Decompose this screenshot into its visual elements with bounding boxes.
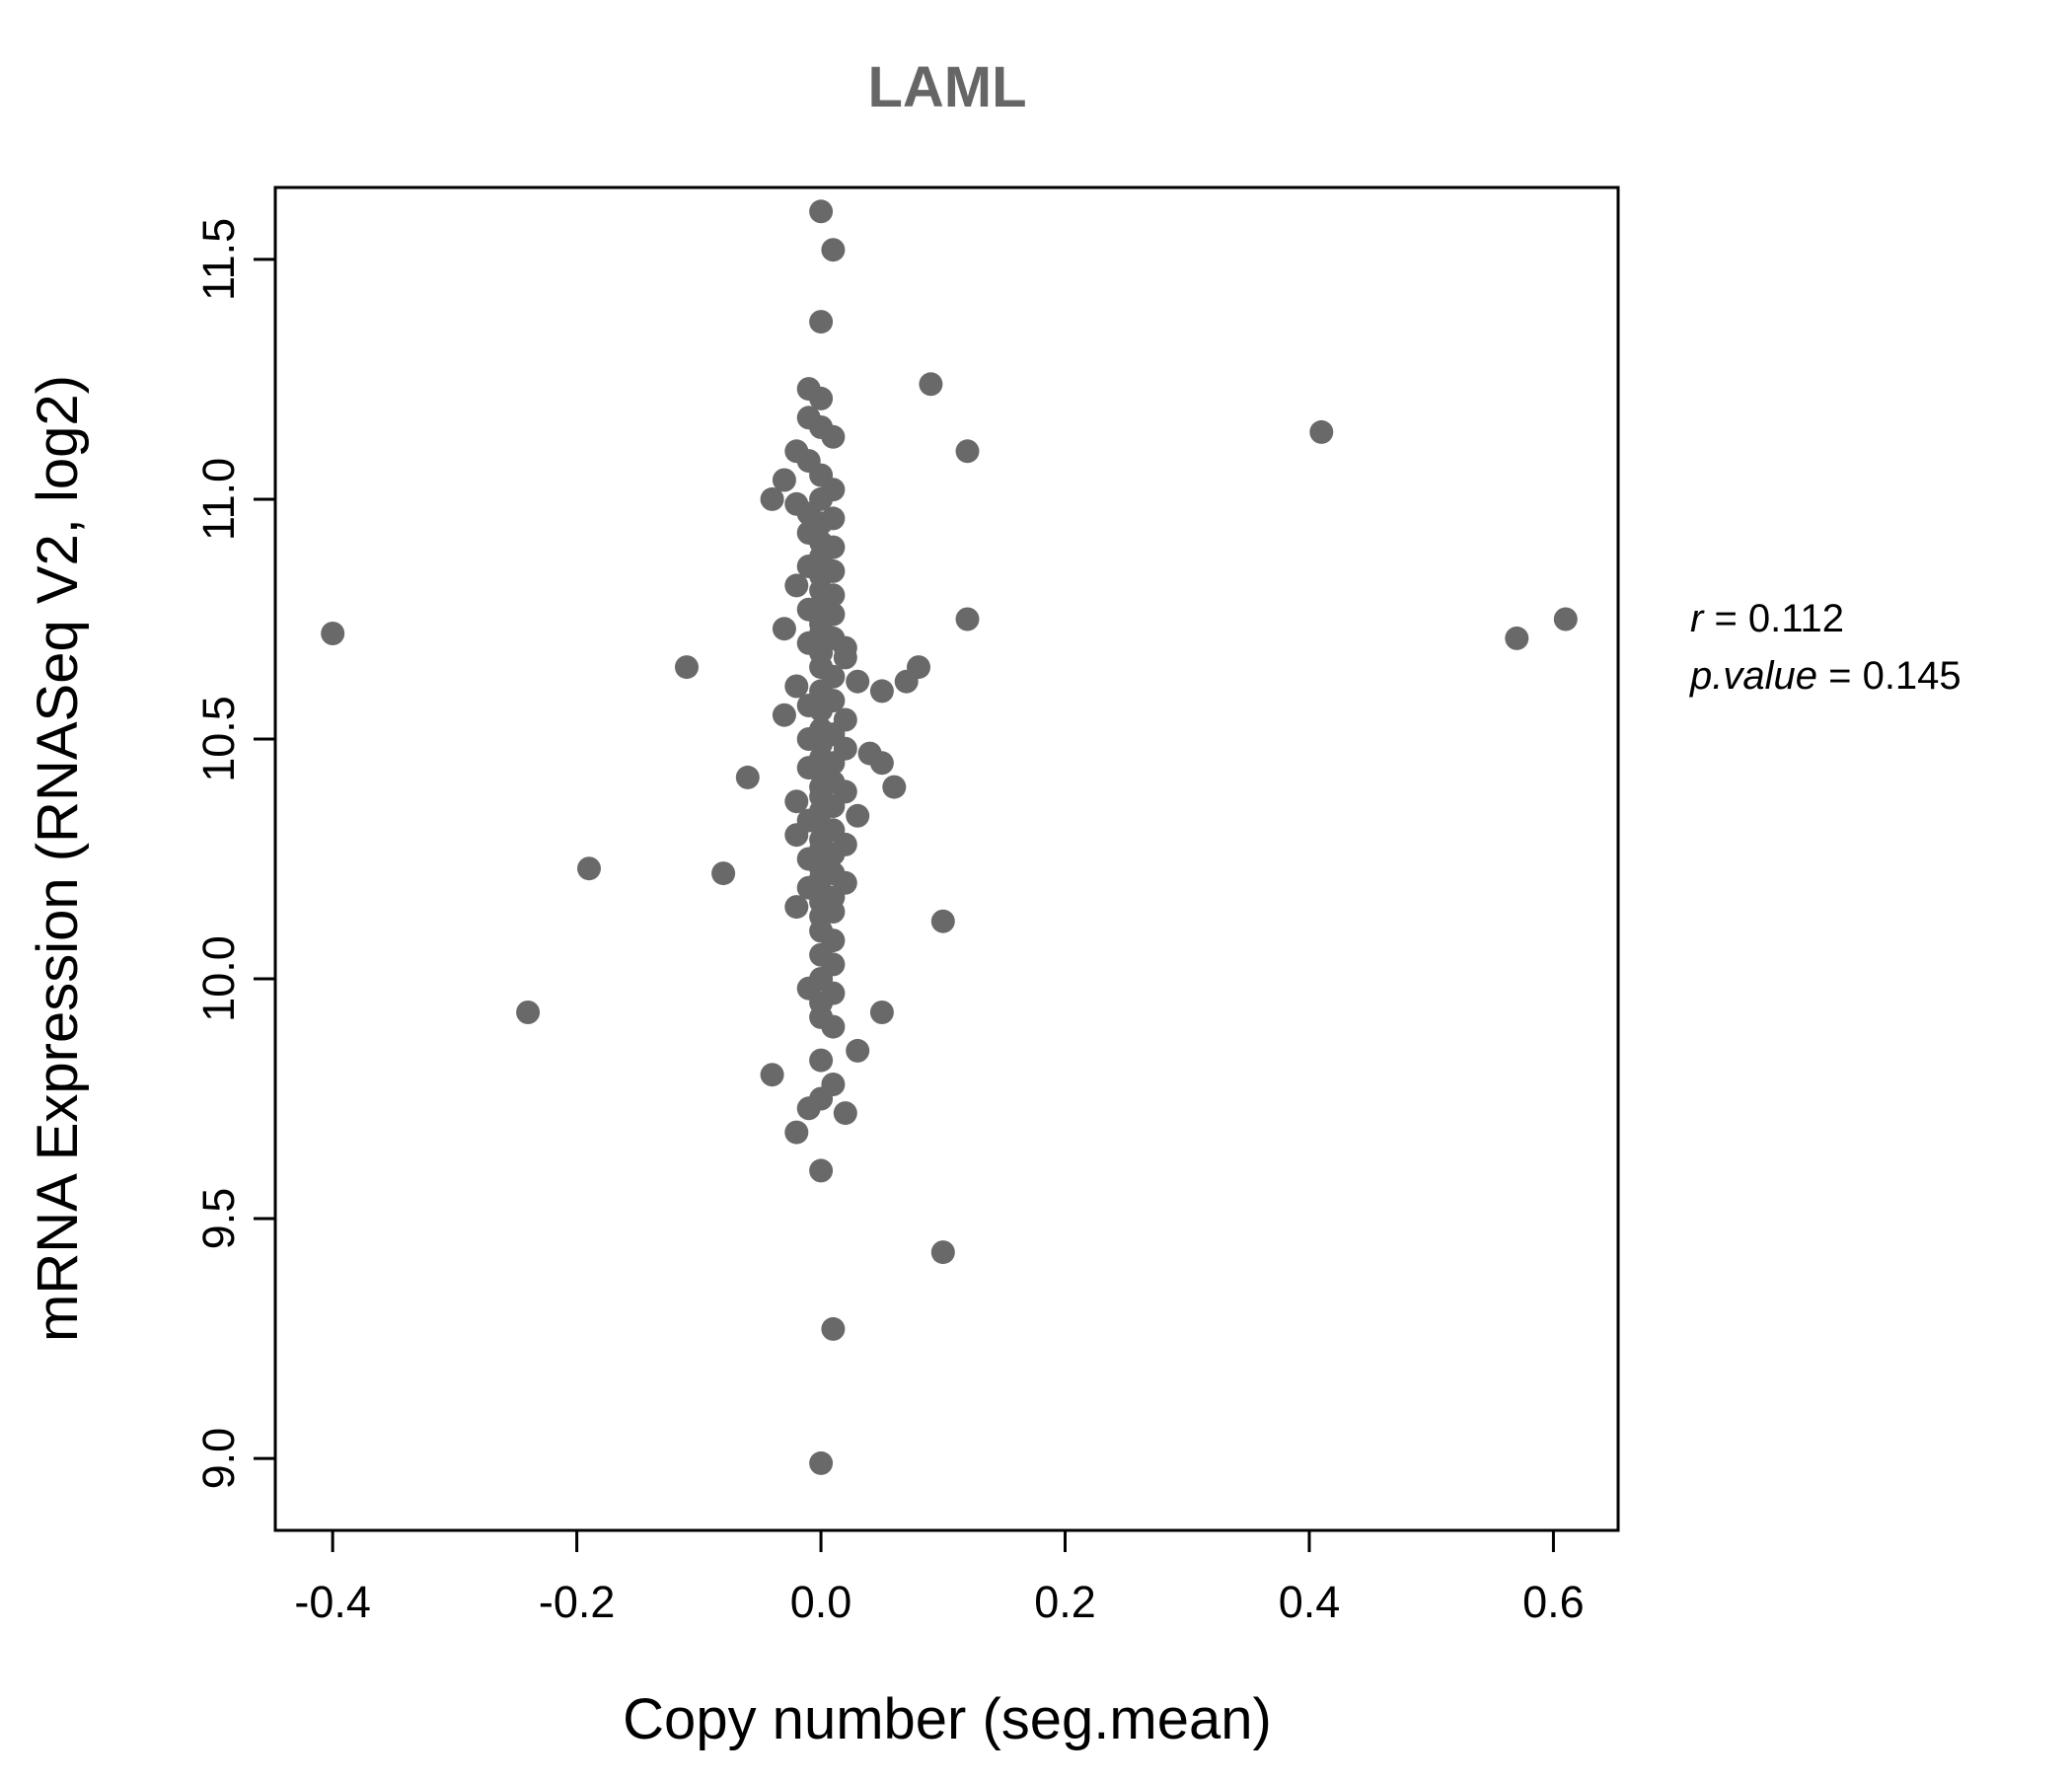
data-point: [516, 1001, 541, 1024]
data-point: [821, 238, 846, 262]
data-point: [955, 439, 980, 464]
pvalue-value: = 0.145: [1817, 654, 1961, 698]
data-point: [1505, 626, 1529, 650]
scatter-points: [321, 199, 1578, 1475]
x-axis-label: Copy number (seg.mean): [623, 1687, 1272, 1751]
y-tick-label: 10.0: [193, 935, 244, 1022]
data-point: [821, 1014, 846, 1039]
data-point: [955, 607, 980, 631]
data-point: [784, 789, 809, 814]
data-point: [760, 1063, 784, 1087]
data-point: [784, 1120, 809, 1145]
data-point: [784, 674, 809, 699]
data-point: [833, 645, 857, 670]
x-tick-label: -0.2: [539, 1577, 616, 1627]
correlation-pvalue-annotation: p.value = 0.145: [1689, 654, 1961, 698]
data-point: [809, 386, 834, 410]
data-point: [894, 669, 919, 694]
data-point: [321, 622, 345, 645]
data-point: [821, 1316, 846, 1341]
data-point: [930, 1240, 955, 1265]
data-point: [1309, 419, 1334, 444]
data-point: [846, 669, 870, 694]
data-point: [846, 803, 870, 828]
data-point: [809, 310, 834, 334]
data-point: [846, 1038, 870, 1063]
x-tick-label: 0.6: [1522, 1577, 1585, 1627]
y-axis-label: mRNA Expression (RNASeq V2, log2): [26, 375, 90, 1342]
data-point: [675, 655, 699, 680]
data-point: [711, 861, 736, 886]
data-point: [577, 856, 601, 881]
data-point: [784, 895, 809, 920]
pvalue-variable: p.value: [1689, 654, 1817, 698]
data-point: [784, 823, 809, 848]
data-point: [869, 1001, 894, 1024]
data-point: [809, 199, 834, 224]
x-tick-label: 0.2: [1034, 1577, 1096, 1627]
x-axis-ticks: -0.4 -0.2 0.0 0.2 0.4 0.6: [294, 1530, 1585, 1627]
r-variable: r: [1690, 597, 1705, 640]
data-point: [760, 486, 784, 511]
r-value: = 0.112: [1703, 597, 1844, 640]
data-point: [809, 1048, 834, 1073]
data-point: [772, 617, 796, 641]
data-point: [735, 765, 760, 789]
data-point: [882, 775, 907, 799]
data-point: [821, 424, 846, 449]
y-axis-ticks: 9.0 9.5 10.0 10.5 11.0 11.5: [193, 218, 275, 1490]
x-tick-label: 0.0: [790, 1577, 852, 1627]
data-point: [919, 372, 943, 397]
data-point: [930, 909, 955, 933]
data-point: [796, 1096, 821, 1121]
y-tick-label: 11.0: [193, 458, 244, 541]
chart-title: LAML: [867, 55, 1026, 119]
data-point: [772, 703, 796, 727]
data-point: [784, 573, 809, 598]
data-point: [809, 1450, 834, 1475]
data-point: [869, 679, 894, 704]
data-point: [772, 468, 796, 492]
data-point: [833, 1101, 857, 1126]
x-tick-label: 0.4: [1279, 1577, 1341, 1627]
y-tick-label: 11.5: [193, 218, 244, 301]
x-tick-label: -0.4: [294, 1577, 371, 1627]
plot-box: [273, 186, 1620, 1532]
y-tick-label: 9.0: [193, 1428, 244, 1490]
data-point: [809, 698, 834, 722]
data-point: [869, 751, 894, 776]
data-point: [1553, 607, 1578, 631]
y-tick-label: 9.5: [193, 1188, 244, 1250]
correlation-r-annotation: r = 0.112: [1690, 597, 1844, 640]
data-point: [809, 1158, 834, 1183]
y-tick-label: 10.5: [193, 696, 244, 782]
